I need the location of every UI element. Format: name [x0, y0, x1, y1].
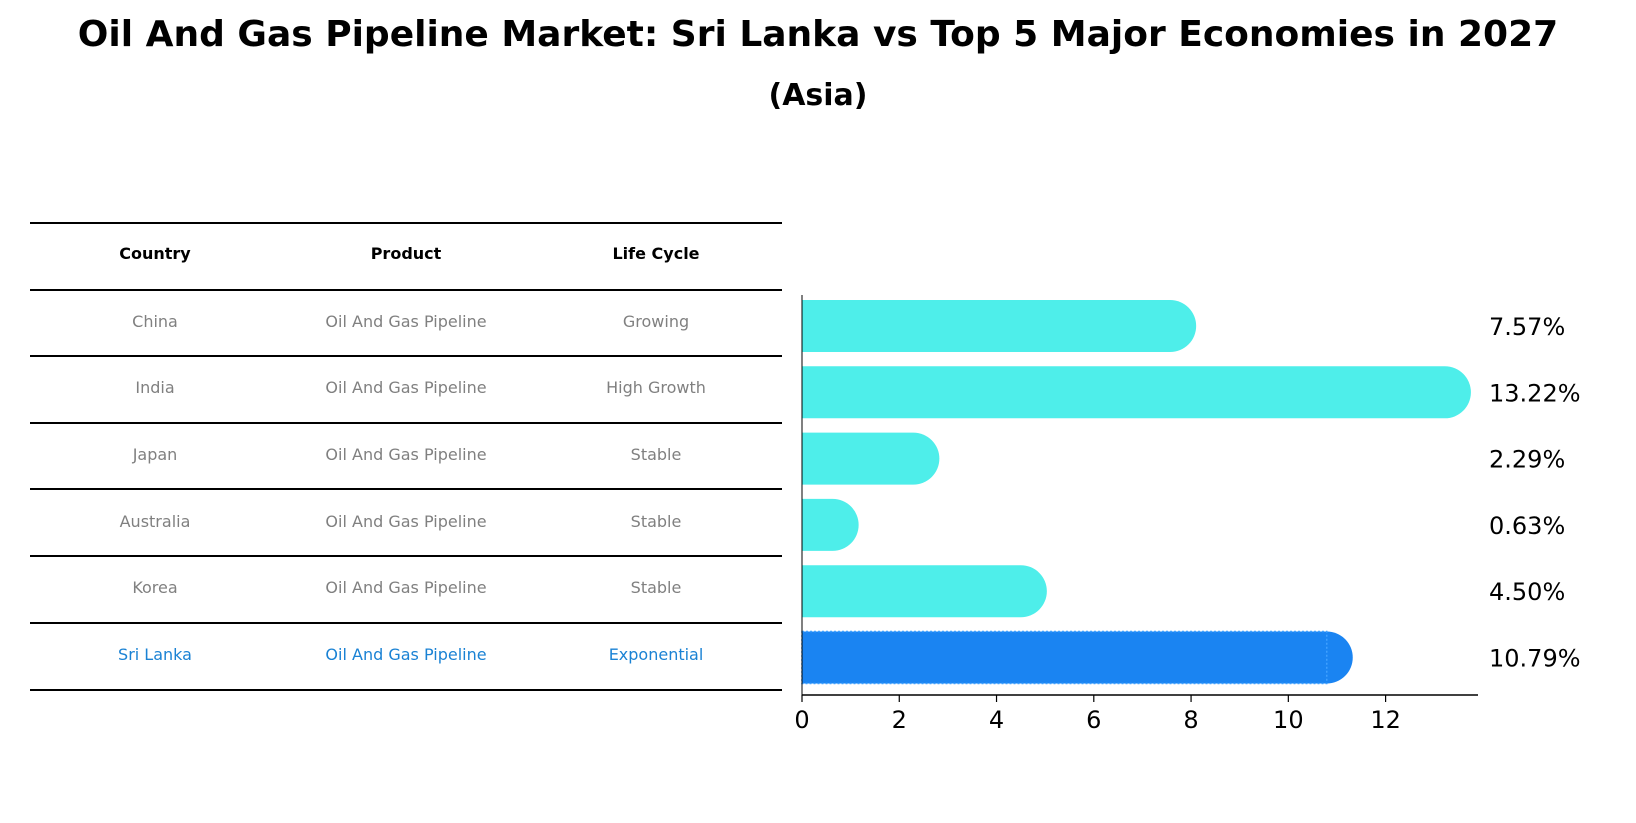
- table-rule: [30, 622, 782, 624]
- chart-subtitle: (Asia): [768, 78, 868, 113]
- x-tick-label: 2: [892, 706, 907, 734]
- table-cell-life-cycle-highlight: Exponential: [608, 645, 704, 664]
- bar-india: [802, 366, 1471, 419]
- bar-japan: [802, 432, 940, 485]
- table-rule: [30, 355, 782, 357]
- bar-value-label: 10.79%: [1489, 645, 1581, 673]
- table-cell-life-cycle: Growing: [622, 312, 690, 331]
- table-cell-product: Oil And Gas Pipeline: [325, 445, 487, 464]
- bar-china: [802, 300, 1197, 352]
- chart-title: Oil And Gas Pipeline Market: Sri Lanka v…: [77, 14, 1559, 55]
- bar-value-label: 2.29%: [1489, 446, 1565, 474]
- table-cell-country: Korea: [132, 578, 178, 597]
- table-cell-life-cycle: High Growth: [606, 378, 706, 397]
- bar-value-label: 0.63%: [1489, 512, 1565, 540]
- x-tick-label: 10: [1273, 706, 1304, 734]
- table-rule: [30, 689, 782, 691]
- header-product: Product: [370, 244, 442, 263]
- table-cell-country: Australia: [119, 512, 191, 531]
- bar-sri-lanka: [802, 631, 1353, 684]
- table-cell-life-cycle: Stable: [630, 445, 682, 464]
- table-cell-product: Oil And Gas Pipeline: [325, 578, 487, 597]
- table-rule: [30, 422, 782, 424]
- table-cell-product-highlight: Oil And Gas Pipeline: [325, 645, 487, 664]
- table-cell-product: Oil And Gas Pipeline: [325, 312, 487, 331]
- table-rule: [30, 555, 782, 557]
- x-tick-label: 0: [794, 706, 809, 734]
- table-cell-product: Oil And Gas Pipeline: [325, 378, 487, 397]
- x-tick-label: 8: [1183, 706, 1198, 734]
- table-rule: [30, 222, 782, 224]
- bar-value-label: 13.22%: [1489, 379, 1581, 407]
- table-cell-country: China: [132, 312, 178, 331]
- header-life-cycle: Life Cycle: [612, 244, 700, 263]
- bar-korea: [802, 565, 1047, 618]
- bar-value-label: 7.57%: [1489, 313, 1565, 341]
- table-cell-country-highlight: Sri Lanka: [118, 645, 192, 664]
- table-cell-product: Oil And Gas Pipeline: [325, 512, 487, 531]
- bar-australia: [802, 498, 859, 551]
- table-cell-country: Japan: [132, 445, 178, 464]
- bar-value-label: 4.50%: [1489, 578, 1565, 606]
- x-tick-label: 12: [1370, 706, 1401, 734]
- header-country: Country: [119, 244, 191, 263]
- x-tick-label: 6: [1086, 706, 1101, 734]
- table-rule: [30, 488, 782, 490]
- table-rule: [30, 289, 782, 291]
- table-cell-country: India: [135, 378, 175, 397]
- table-cell-life-cycle: Stable: [630, 512, 682, 531]
- table-cell-life-cycle: Stable: [630, 578, 682, 597]
- x-tick-label: 4: [989, 706, 1004, 734]
